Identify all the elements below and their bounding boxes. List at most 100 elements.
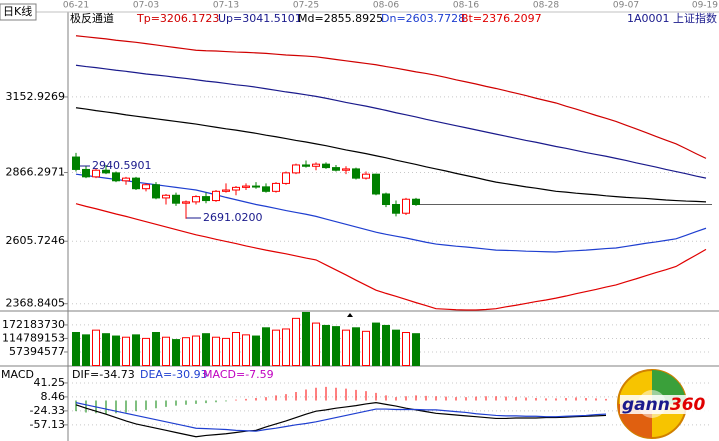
- volume-bar: [272, 329, 280, 367]
- legend-entry: DEA=-30.93: [140, 368, 208, 381]
- volume-bar: [292, 317, 300, 366]
- legend-entry: Tp=3206.1723: [136, 12, 219, 25]
- candle-body: [302, 164, 310, 167]
- candle-body: [182, 201, 190, 204]
- volume-bar: [112, 335, 120, 366]
- candle-body: [262, 186, 270, 192]
- volume-bar: [322, 324, 330, 367]
- volume-bar: [312, 322, 320, 366]
- candle-body: [272, 182, 280, 192]
- y-tick-label: -57.13: [30, 418, 65, 431]
- candle-body: [152, 184, 160, 199]
- symbol: 1A0001 上证指数: [627, 11, 717, 25]
- volume-bar: [362, 330, 370, 366]
- logo: gann360: [617, 369, 712, 439]
- dea-line: [75, 402, 607, 432]
- channel-line: [75, 64, 707, 179]
- x-tick-label: 09-07: [613, 1, 639, 11]
- y-tick-label: 41.25: [34, 376, 66, 389]
- y-tick-label: 2605.7246: [6, 234, 66, 247]
- y-tick-label: 8.46: [41, 390, 66, 403]
- volume-bar: [132, 334, 140, 367]
- logo-number: 360: [670, 395, 706, 415]
- channel-line: [75, 35, 707, 159]
- volume-bar: [402, 332, 410, 366]
- volume-bar: [122, 336, 130, 366]
- volume-bar: [332, 326, 340, 366]
- volume-bar: [172, 339, 180, 366]
- y-tick-label: 2368.8405: [6, 297, 66, 310]
- volume-bar: [252, 335, 260, 366]
- volume-bar: [342, 329, 350, 367]
- legend-entry: Up=3041.5101: [218, 12, 302, 25]
- candle-body: [392, 204, 400, 214]
- logo-text: gann360: [622, 395, 706, 415]
- marker: [347, 313, 353, 317]
- volume-bar: [242, 334, 250, 367]
- candle-body: [372, 173, 380, 195]
- volume-bar: [82, 334, 90, 367]
- legend-entry: DIF=-34.73: [72, 368, 135, 381]
- volume-bar: [182, 337, 190, 366]
- volume-bar: [72, 332, 80, 366]
- volume-bar: [392, 329, 400, 367]
- volume-bar: [212, 336, 220, 366]
- candle-body: [82, 168, 90, 178]
- volume-bar: [102, 333, 110, 367]
- volume-bar: [142, 337, 150, 367]
- dif-line: [75, 402, 607, 438]
- macd-title: MACD: [1, 368, 34, 381]
- volume-bar: [92, 329, 100, 367]
- legend-entry: Bt=2376.2097: [461, 12, 542, 25]
- candle-body: [312, 163, 320, 167]
- volume-bar: [192, 335, 200, 366]
- volume-bar: [232, 332, 240, 366]
- y-tick-label: 172183730: [2, 318, 65, 331]
- volume-bar: [352, 327, 360, 366]
- channel-line: [75, 107, 707, 203]
- volume-bar: [162, 336, 170, 366]
- volume-bar: [152, 332, 160, 366]
- candle-body: [222, 189, 230, 192]
- candle-body: [232, 186, 240, 191]
- x-tick-label: 07-13: [213, 1, 239, 11]
- y-tick-label: 57394577: [9, 345, 65, 358]
- candle-body: [142, 184, 150, 190]
- candle-body: [192, 196, 200, 203]
- x-tick-label: 06-21: [63, 1, 89, 11]
- candle-body: [172, 194, 180, 204]
- volume-bar: [412, 333, 420, 367]
- annotation: 2940.5901: [92, 159, 152, 172]
- candle-body: [282, 172, 290, 184]
- candle-body: [362, 173, 370, 179]
- channel-line: [75, 203, 707, 311]
- x-tick-label: 08-06: [373, 1, 399, 11]
- candle-body: [342, 168, 350, 171]
- candle-body: [242, 185, 250, 188]
- volume-bar: [382, 324, 390, 367]
- candle-body: [92, 169, 100, 178]
- candle-body: [402, 198, 410, 214]
- channel-line: [75, 173, 707, 253]
- candle-body: [132, 177, 140, 190]
- x-tick-label: 07-25: [293, 1, 319, 11]
- logo-band: [620, 395, 712, 414]
- candle-body: [72, 156, 80, 170]
- y-tick-label: -24.33: [30, 404, 65, 417]
- candle-body: [202, 196, 210, 202]
- candle-body: [352, 168, 360, 179]
- volume-bar: [372, 322, 380, 366]
- indicator-name: 极反通道: [70, 11, 114, 25]
- x-tick-label: 08-16: [453, 1, 479, 11]
- annotation: 2691.0200: [203, 211, 263, 224]
- chart-title: 日K线: [3, 4, 32, 18]
- candle-body: [212, 190, 220, 202]
- candle-body: [412, 198, 420, 206]
- candle-body: [102, 169, 110, 174]
- volume-bar: [282, 328, 290, 367]
- candle-body: [252, 185, 260, 188]
- legend-entry: MACD=-7.59: [203, 368, 274, 381]
- legend-entry: Md=2855.8925: [298, 12, 383, 25]
